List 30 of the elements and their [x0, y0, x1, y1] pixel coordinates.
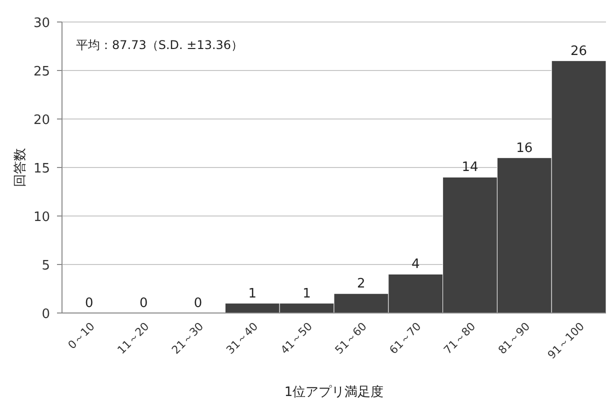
x-tick-label: 91～100: [545, 320, 587, 362]
x-tick-label: 71～80: [441, 320, 478, 357]
x-tick-label: 61～70: [386, 320, 424, 357]
y-tick-label: 30: [33, 16, 50, 31]
data-label: 2: [357, 276, 366, 292]
data-label: 16: [516, 140, 533, 156]
data-label: 14: [462, 160, 478, 176]
x-tick-label: 0～10: [66, 320, 98, 352]
y-tick-label: 5: [42, 258, 50, 274]
data-label: 0: [85, 296, 94, 311]
y-axis-title: 回答数: [13, 148, 28, 187]
y-tick-label: 0: [42, 307, 50, 322]
x-axis-title: 1位アプリ満足度: [284, 384, 384, 400]
x-tick-label: 41～50: [278, 320, 315, 357]
y-tick-label: 15: [33, 162, 50, 176]
data-label: 0: [139, 296, 148, 311]
x-tick-label: 81～90: [496, 320, 533, 357]
y-tick-label: 25: [33, 64, 50, 80]
data-label: 4: [411, 257, 420, 272]
y-tick-label: 20: [33, 113, 50, 128]
y-tick-label: 10: [33, 210, 50, 225]
x-tick-label: 51～60: [332, 320, 370, 357]
data-label: 1: [302, 286, 311, 302]
x-tick-label: 31～40: [224, 320, 261, 357]
data-label: 26: [570, 44, 588, 59]
data-label: 1: [248, 286, 257, 302]
x-tick-label: 11～20: [114, 320, 152, 357]
x-tick-label: 21～30: [169, 320, 206, 357]
data-label: 0: [194, 296, 202, 311]
annotation: 平均：87.73（S.D. ±13.36）: [76, 38, 244, 52]
